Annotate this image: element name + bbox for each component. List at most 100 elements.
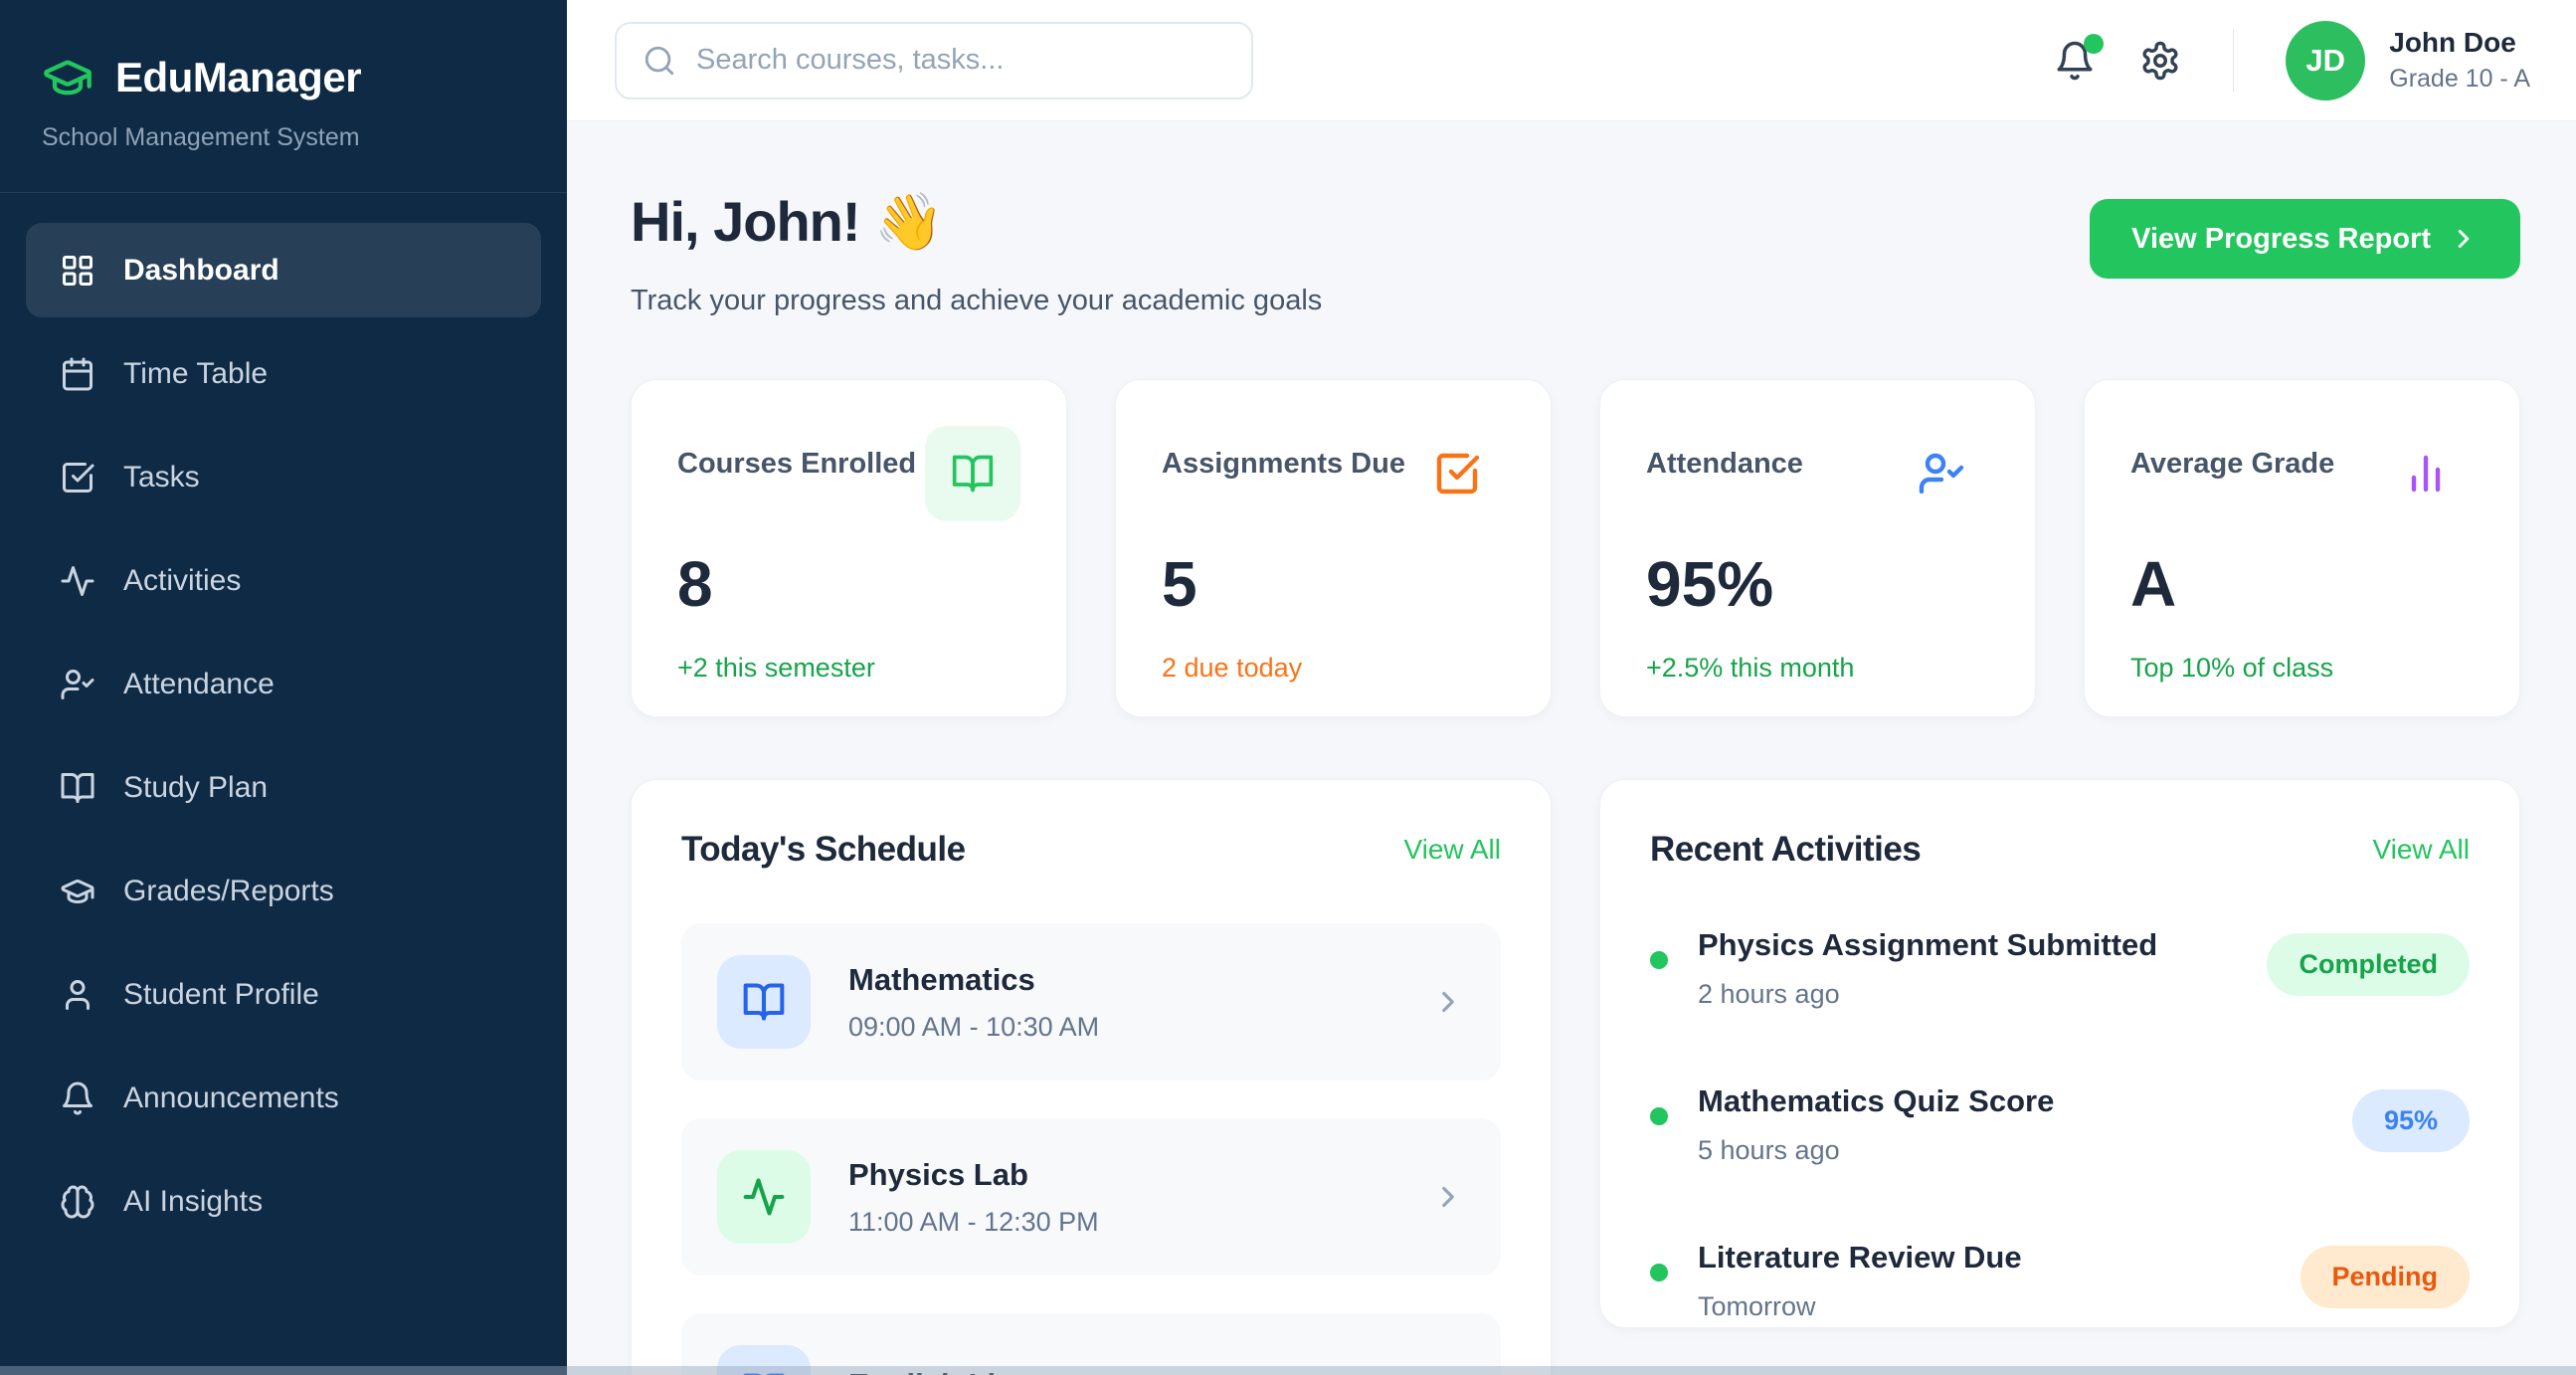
stat-value: 5 [1162,548,1197,620]
gear-icon [2142,41,2178,80]
sidebar-item-dashboard[interactable]: Dashboard [26,223,541,317]
sidebar-item-attendance[interactable]: Attendance [26,637,541,731]
app-tagline: School Management System [42,123,360,151]
stat-label: Attendance [1646,448,1803,480]
sidebar: EduManager School Management System Dash… [0,0,567,1375]
graduation-cap-icon [60,874,95,909]
calendar-icon [60,356,95,392]
status-dot [1650,1264,1668,1281]
schedule-view-all-link[interactable]: View All [1403,834,1501,865]
chevron-right-icon [2458,230,2470,248]
stat-subtext: +2.5% this month [1646,653,1855,683]
sidebar-item-tasks[interactable]: Tasks [26,430,541,524]
check-square-icon [60,460,95,495]
schedule-row-physics-lab[interactable]: Physics Lab 11:00 AM - 12:30 PM [681,1118,1501,1276]
sidebar-item-label: Grades/Reports [123,874,334,907]
search-input[interactable] [696,44,1225,77]
sidebar-item-announcements[interactable]: Announcements [26,1051,541,1145]
schedule-row-mathematics[interactable]: Mathematics 09:00 AM - 10:30 AM [681,923,1501,1080]
search-icon [643,44,676,78]
wave-emoji: 👋 [874,190,944,253]
sidebar-item-activities[interactable]: Activities [26,533,541,628]
activity-item-math-quiz: Mathematics Quiz Score 5 hours ago 95% [1650,1083,2470,1166]
book-open-icon [717,1345,811,1375]
graduation-cap-logo-icon [42,52,93,103]
welcome-subtitle: Track your progress and achieve your aca… [631,285,1323,316]
check-square-icon [1409,426,1505,521]
main-content: Hi, John! 👋 Track your progress and achi… [567,121,2576,1375]
activities-view-all-link[interactable]: View All [2372,834,2470,865]
sidebar-item-label: Student Profile [123,977,319,1011]
activity-title: Literature Review Due [1698,1240,2022,1275]
topbar: JD John Doe Grade 10 - A [567,0,2576,121]
logo-block: EduManager School Management System [0,0,567,193]
schedule-time: 09:00 AM - 10:30 AM [848,1011,1100,1042]
activity-item-physics-assignment: Physics Assignment Submitted 2 hours ago… [1650,927,2470,1010]
book-open-icon [60,770,95,806]
sidebar-item-label: Attendance [123,667,275,700]
user-check-icon [60,667,95,702]
user-check-icon [1894,426,1989,521]
stat-subtext: +2 this semester [677,653,875,683]
stat-label: Courses Enrolled [677,448,917,480]
schedule-subject: Physics Lab [848,1156,1028,1192]
panel-title: Today's Schedule [681,830,966,869]
activity-item-literature-review: Literature Review Due Tomorrow Pending [1650,1240,2470,1322]
sidebar-item-label: Time Table [123,356,269,390]
topbar-divider [2233,28,2235,93]
sidebar-item-study-plan[interactable]: Study Plan [26,740,541,835]
stat-subtext: 2 due today [1162,653,1303,683]
sidebar-item-label: Dashboard [123,253,279,287]
bar-chart-icon [2378,426,2474,521]
sidebar-item-grades-reports[interactable]: Grades/Reports [26,844,541,938]
user-menu[interactable]: JD John Doe Grade 10 - A [2286,20,2530,100]
sidebar-item-student-profile[interactable]: Student Profile [26,947,541,1042]
stat-subtext: Top 10% of class [2130,653,2334,683]
stat-card-average-grade: Average Grade A Top 10% of class [2084,379,2520,717]
book-open-icon [925,426,1020,521]
app-title: EduManager [115,54,362,100]
stat-card-attendance: Attendance 95% +2.5% this month [1599,379,2036,717]
sidebar-nav: Dashboard Time Table Tasks [0,193,567,1249]
bell-icon [60,1080,95,1116]
status-badge: Pending [2300,1246,2470,1308]
recent-activities-panel: Recent Activities View All Physics Assig… [1599,779,2520,1328]
user-grade: Grade 10 - A [2389,65,2530,93]
status-badge: 95% [2351,1089,2470,1152]
panel-title: Recent Activities [1650,830,1922,869]
activity-time: 5 hours ago [1698,1135,1840,1165]
sidebar-item-label: Study Plan [123,770,269,804]
avatar: JD [2286,20,2366,100]
view-progress-report-button[interactable]: View Progress Report [2090,199,2520,279]
settings-button[interactable] [2139,40,2181,82]
brain-icon [60,1184,95,1220]
stat-value: 95% [1646,548,1774,620]
sidebar-item-time-table[interactable]: Time Table [26,326,541,421]
stat-card-courses-enrolled: Courses Enrolled 8 +2 this semester [631,379,1067,717]
stat-value: 8 [677,548,713,620]
horizontal-scrollbar[interactable] [0,1366,2576,1375]
activity-pulse-icon [717,1150,811,1244]
book-open-icon [717,955,811,1049]
sidebar-item-ai-insights[interactable]: AI Insights [26,1154,541,1249]
notifications-button[interactable] [2054,33,2105,82]
schedule-subject: Mathematics [848,961,1035,997]
bottom-panels: Today's Schedule View All Mathematics 09… [631,779,2520,1375]
dashboard-grid-icon [60,253,95,289]
sidebar-item-label: Announcements [123,1080,339,1114]
user-icon [60,977,95,1013]
activity-pulse-icon [60,563,95,599]
cta-label: View Progress Report [2131,222,2431,255]
chevron-right-icon [1431,1180,1465,1214]
stat-label: Assignments Due [1162,448,1405,480]
activity-title: Physics Assignment Submitted [1698,927,2158,962]
search-box[interactable] [615,21,1253,99]
sidebar-item-label: AI Insights [123,1184,264,1218]
welcome-section: Hi, John! 👋 Track your progress and achi… [631,189,2520,317]
stat-value: A [2130,548,2177,620]
schedule-time: 11:00 AM - 12:30 PM [848,1206,1099,1237]
todays-schedule-panel: Today's Schedule View All Mathematics 09… [631,779,1552,1375]
schedule-row-english[interactable]: English Lit [681,1313,1501,1375]
notification-dot [2084,33,2105,54]
stat-label: Average Grade [2130,448,2335,480]
